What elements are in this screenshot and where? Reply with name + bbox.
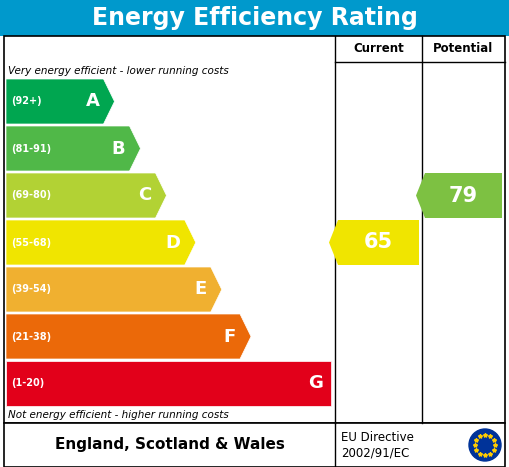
Polygon shape: [6, 361, 331, 406]
Text: Very energy efficient - lower running costs: Very energy efficient - lower running co…: [8, 65, 229, 76]
Text: E: E: [194, 281, 207, 298]
Circle shape: [469, 429, 501, 461]
Text: (39-54): (39-54): [11, 284, 51, 295]
Text: (92+): (92+): [11, 97, 42, 106]
Text: C: C: [138, 186, 152, 205]
Text: Current: Current: [353, 42, 404, 56]
Bar: [0, 0, 509, 36]
Text: Energy Efficiency Rating: Energy Efficiency Rating: [92, 6, 417, 30]
Text: (21-38): (21-38): [11, 332, 51, 341]
Text: 79: 79: [449, 185, 478, 205]
Text: (55-68): (55-68): [11, 238, 51, 248]
Text: England, Scotland & Wales: England, Scotland & Wales: [54, 438, 285, 453]
Polygon shape: [6, 267, 222, 312]
Text: (69-80): (69-80): [11, 191, 51, 200]
Text: 65: 65: [364, 233, 393, 253]
Text: D: D: [166, 234, 181, 252]
Text: (81-91): (81-91): [11, 143, 51, 154]
Text: Potential: Potential: [433, 42, 494, 56]
Text: EU Directive
2002/91/EC: EU Directive 2002/91/EC: [341, 431, 414, 459]
Polygon shape: [6, 173, 166, 218]
Bar: [4, 36, 505, 423]
Polygon shape: [416, 173, 502, 218]
Bar: [4, 423, 505, 467]
Polygon shape: [6, 314, 251, 359]
Text: A: A: [86, 92, 99, 111]
Polygon shape: [6, 79, 115, 124]
Text: F: F: [224, 327, 236, 346]
Polygon shape: [6, 220, 196, 265]
Text: (1-20): (1-20): [11, 378, 44, 389]
Text: Not energy efficient - higher running costs: Not energy efficient - higher running co…: [8, 410, 229, 419]
Polygon shape: [6, 126, 140, 171]
Text: G: G: [308, 375, 323, 392]
Text: B: B: [112, 140, 126, 157]
Polygon shape: [329, 220, 419, 265]
